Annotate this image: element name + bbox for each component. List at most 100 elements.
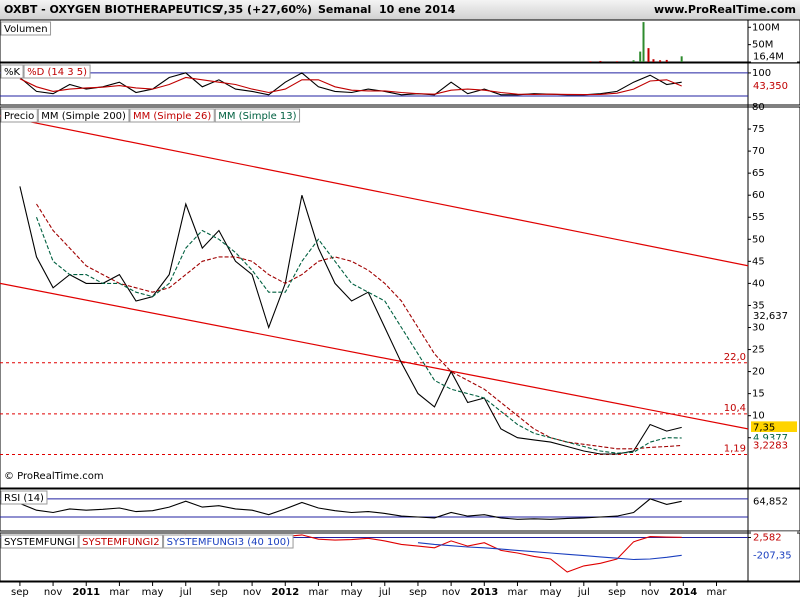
panel-frame bbox=[0, 532, 800, 582]
channel-line bbox=[0, 282, 748, 430]
value-marker-label: -207,35 bbox=[753, 550, 792, 561]
value-marker bbox=[751, 549, 797, 562]
y-tick-label: 40 bbox=[752, 278, 765, 289]
y-tick-label: 50 bbox=[752, 234, 765, 245]
header-title: OXBT - OXYGEN BIOTHERAPEUTICS bbox=[4, 3, 220, 16]
value-marker bbox=[751, 495, 797, 508]
volume-bar bbox=[615, 61, 618, 62]
value-marker-label: 2,582 bbox=[753, 532, 782, 543]
y-tick-label: 45 bbox=[752, 256, 765, 267]
series-line bbox=[417, 542, 682, 561]
value-marker bbox=[751, 309, 797, 322]
legend-box bbox=[0, 64, 24, 79]
volume-bar bbox=[665, 59, 668, 62]
legend-box bbox=[0, 534, 79, 549]
y-tick-label: 50M bbox=[752, 40, 773, 51]
header-bar bbox=[0, 0, 800, 20]
legend-box bbox=[0, 21, 52, 36]
channel-line bbox=[0, 115, 748, 267]
legend-label: MM (Simple 200) bbox=[41, 111, 126, 122]
value-marker-label: 4,9377 bbox=[753, 433, 788, 444]
panel-frame bbox=[0, 106, 800, 489]
y-tick-label: 35 bbox=[752, 300, 765, 311]
level-label: 10,4 bbox=[724, 403, 746, 414]
legend-box bbox=[78, 534, 164, 549]
value-marker bbox=[751, 50, 797, 63]
value-marker-label: 3,2283 bbox=[753, 441, 788, 452]
x-tick-label: sep bbox=[409, 587, 427, 598]
legend-label: SYSTEMFUNGI3 (40 100) bbox=[167, 537, 291, 548]
header-quote: 7,35 (+27,60%) bbox=[216, 3, 312, 16]
header-site: www.ProRealTime.com bbox=[654, 3, 796, 16]
volume-bar bbox=[632, 60, 635, 62]
legend-box bbox=[129, 108, 215, 123]
volume-bar bbox=[647, 48, 650, 62]
x-tick-label: 2014 bbox=[669, 587, 697, 598]
legend-box bbox=[163, 534, 294, 549]
x-tick-label: mar bbox=[507, 587, 528, 598]
y-tick-label: 15 bbox=[752, 389, 765, 400]
x-tick-label: 2011 bbox=[72, 587, 100, 598]
value-marker bbox=[751, 531, 797, 544]
y-tick-label: 60 bbox=[752, 190, 765, 201]
volume-bar bbox=[680, 56, 683, 62]
panel-plot bbox=[0, 498, 748, 520]
legend-label: Precio bbox=[4, 111, 34, 122]
value-marker bbox=[751, 79, 797, 92]
y-tick-label: 100 bbox=[752, 68, 771, 79]
legend-label: SYSTEMFUNGI bbox=[4, 537, 75, 548]
legend-label: SYSTEMFUNGI2 bbox=[82, 537, 159, 548]
panel-plot bbox=[0, 115, 748, 456]
series-line bbox=[19, 186, 682, 455]
legend-label: MM (Simple 26) bbox=[133, 111, 211, 122]
x-tick-label: may bbox=[540, 587, 562, 598]
copyright: © ProRealTime.com bbox=[4, 471, 104, 482]
volume-bar bbox=[642, 22, 645, 62]
series-line bbox=[35, 217, 682, 454]
panel-frame bbox=[0, 19, 800, 63]
y-tick-label: 100M bbox=[752, 22, 780, 33]
x-tick-label: nov bbox=[442, 587, 460, 598]
x-tick-label: nov bbox=[641, 587, 659, 598]
value-marker-label: 64,852 bbox=[753, 496, 788, 507]
y-tick-label: 20 bbox=[752, 367, 765, 378]
level-label: 1,19 bbox=[724, 444, 746, 455]
y-tick-label: 25 bbox=[752, 345, 765, 356]
x-tick-label: mar bbox=[308, 587, 329, 598]
legend-label: %K bbox=[4, 67, 21, 78]
value-marker-label: 43,350 bbox=[753, 81, 788, 92]
volume-bar bbox=[652, 59, 655, 62]
x-tick-label: 2012 bbox=[271, 587, 299, 598]
panel-plot bbox=[0, 72, 748, 97]
legend-box bbox=[214, 108, 301, 123]
value-marker bbox=[751, 439, 797, 452]
legend-label: Volumen bbox=[4, 24, 48, 35]
legend-box bbox=[23, 64, 91, 79]
value-marker-label: 7,35 bbox=[753, 422, 775, 433]
series-line bbox=[19, 498, 682, 520]
y-tick-label: 55 bbox=[752, 212, 765, 223]
panel-frame bbox=[0, 488, 800, 532]
value-marker-label: 32,637 bbox=[753, 311, 788, 322]
x-tick-label: jul bbox=[179, 587, 192, 598]
series-line bbox=[36, 203, 682, 450]
volume-bar bbox=[639, 51, 642, 62]
y-tick-label: 30 bbox=[752, 322, 765, 333]
panel-frame bbox=[0, 62, 800, 106]
x-tick-label: sep bbox=[210, 587, 228, 598]
legend-box bbox=[0, 490, 48, 505]
header-period: Semanal 10 ene 2014 bbox=[318, 3, 456, 16]
volume-bar bbox=[659, 60, 662, 62]
x-tick-label: sep bbox=[608, 587, 626, 598]
x-tick-label: jul bbox=[577, 587, 590, 598]
level-label: 22,0 bbox=[724, 352, 746, 363]
x-tick-label: mar bbox=[109, 587, 130, 598]
x-tick-label: may bbox=[341, 587, 363, 598]
series-line bbox=[19, 76, 682, 96]
y-tick-label: 80 bbox=[752, 102, 765, 113]
x-tick-label: 2013 bbox=[470, 587, 498, 598]
x-tick-label: mar bbox=[706, 587, 727, 598]
legend-label: RSI (14) bbox=[4, 493, 44, 504]
y-tick-label: 10 bbox=[752, 411, 765, 422]
